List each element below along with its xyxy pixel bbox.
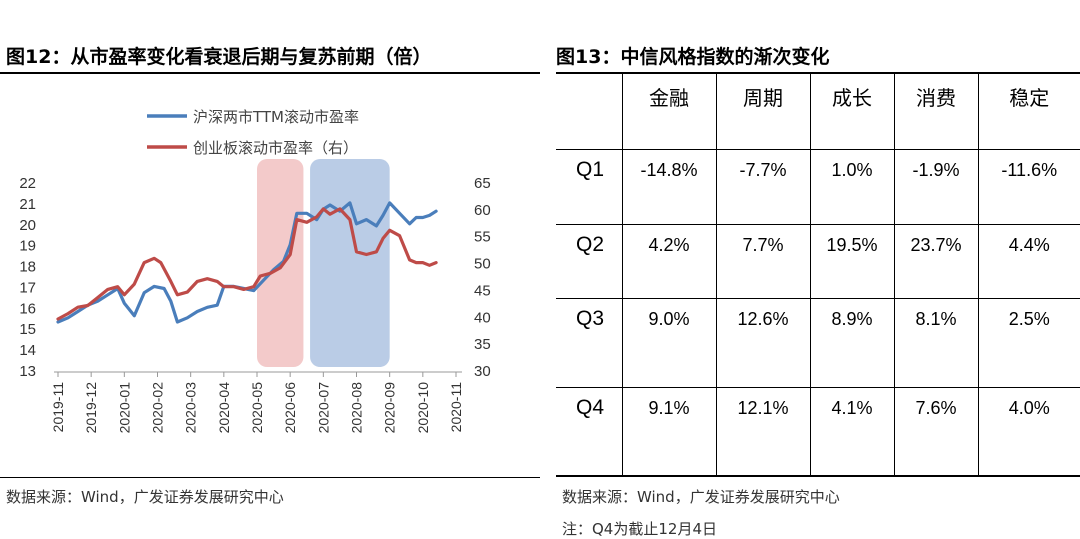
figure13-top-rule <box>556 72 1080 74</box>
table-row: Q1 -14.8% -7.7% 1.0% -1.9% -11.6% <box>556 148 1080 225</box>
table-cell: 19.5% <box>809 223 895 299</box>
col-header-consumption: 消费 <box>893 74 979 150</box>
table-cell: 7.7% <box>715 223 811 299</box>
x-axis-tick-label: 2020-04 <box>216 382 232 434</box>
right-axis-tick-label: 35 <box>474 336 491 353</box>
col-header-cyclical: 周期 <box>715 74 811 150</box>
x-axis-tick-label: 2020-03 <box>183 382 199 434</box>
x-axis-tick-label: 2020-01 <box>116 382 132 434</box>
figure13-bottom-rule <box>556 476 1080 477</box>
right-axis-tick-label: 55 <box>474 229 491 246</box>
table-cell: 9.1% <box>621 386 717 476</box>
row-label: Q3 <box>556 297 623 388</box>
row-label: Q2 <box>556 223 623 299</box>
table-cell: -7.7% <box>715 148 811 225</box>
x-axis-tick-label: 2020-09 <box>382 382 398 434</box>
table-cell: -1.9% <box>893 148 979 225</box>
col-header-growth: 成长 <box>809 74 895 150</box>
legend-label-2: 创业板滚动市盈率（右） <box>193 139 358 157</box>
left-axis-tick-label: 21 <box>19 196 36 213</box>
table-cell: 9.0% <box>621 297 717 388</box>
table-row: Q3 9.0% 12.6% 8.9% 8.1% 2.5% <box>556 297 1080 388</box>
x-axis-tick-label: 2020-11 <box>448 382 464 433</box>
table-cell: 12.6% <box>715 297 811 388</box>
right-axis-tick-label: 60 <box>474 202 491 219</box>
table-cell: 4.4% <box>977 223 1080 299</box>
table-cell: 8.1% <box>893 297 979 388</box>
left-axis-tick-label: 15 <box>19 321 36 338</box>
figure12-top-rule <box>0 72 540 74</box>
table-row: Q2 4.2% 7.7% 19.5% 23.7% 4.4% <box>556 223 1080 299</box>
table-corner-cell <box>556 74 623 150</box>
col-header-finance: 金融 <box>621 74 717 150</box>
x-axis-tick-label: 2020-10 <box>415 382 431 434</box>
figure13-source: 数据来源：Wind，广发证券发展研究中心 <box>562 488 840 506</box>
table-cell: -11.6% <box>977 148 1080 225</box>
left-axis-tick-label: 13 <box>19 363 36 380</box>
right-axis-tick-label: 40 <box>474 309 491 326</box>
figure12-bottom-rule <box>0 477 540 478</box>
table-cell: -14.8% <box>621 148 717 225</box>
row-label: Q1 <box>556 148 623 225</box>
series-line-chinext-pe <box>56 207 438 321</box>
table-cell: 7.6% <box>893 386 979 476</box>
x-axis-tick-label: 2020-07 <box>315 382 331 434</box>
legend-label-1: 沪深两市TTM滚动市盈率 <box>193 108 359 126</box>
left-axis-tick-label: 14 <box>19 342 36 359</box>
shaded-period-2 <box>310 159 390 367</box>
figure12-title: 图12：从市盈率变化看衰退后期与复苏前期（倍） <box>6 46 432 68</box>
pe-ratio-chart: 13 14 15 16 17 18 19 20 21 22 30 35 40 45 50 55 60 65 2019… <box>19 108 491 434</box>
col-header-stable: 稳定 <box>977 74 1080 150</box>
x-axis-tick-label: 2019-12 <box>83 382 99 434</box>
x-axis-tick-label: 2020-06 <box>282 382 298 434</box>
x-axis-tick-label: 2019-11 <box>50 382 66 433</box>
figure12-source: 数据来源：Wind，广发证券发展研究中心 <box>6 488 284 506</box>
right-axis-tick-label: 45 <box>474 282 491 299</box>
table-cell: 4.0% <box>977 386 1080 476</box>
left-axis-tick-label: 18 <box>19 259 36 276</box>
x-axis-tick-label: 2020-02 <box>150 382 166 434</box>
left-axis-tick-label: 16 <box>19 300 36 317</box>
left-axis-tick-label: 20 <box>19 217 36 234</box>
left-axis-tick-label: 17 <box>19 279 36 296</box>
table-cell: 12.1% <box>715 386 811 476</box>
table-cell: 4.2% <box>621 223 717 299</box>
table-header-row: 金融 周期 成长 消费 稳定 <box>556 74 1080 150</box>
table-cell: 8.9% <box>809 297 895 388</box>
table-cell: 1.0% <box>809 148 895 225</box>
table-cell: 4.1% <box>809 386 895 476</box>
x-axis-tick-label: 2020-08 <box>349 382 365 434</box>
row-label: Q4 <box>556 386 623 476</box>
right-axis-tick-label: 30 <box>474 363 491 380</box>
x-axis-tick-label: 2020-05 <box>249 382 265 434</box>
figure13-note: 注：Q4为截止12月4日 <box>562 520 717 538</box>
right-axis-tick-label: 50 <box>474 256 491 273</box>
style-index-table: 金融 周期 成长 消费 稳定 Q1 -14.8% -7.7% 1.0% -1.9… <box>556 74 1080 476</box>
left-axis-tick-label: 19 <box>19 238 36 255</box>
table-cell: 2.5% <box>977 297 1080 388</box>
table-row: Q4 9.1% 12.1% 4.1% 7.6% 4.0% <box>556 386 1080 476</box>
table-cell: 23.7% <box>893 223 979 299</box>
right-axis-tick-label: 65 <box>474 175 491 192</box>
figure13-title: 图13：中信风格指数的渐次变化 <box>556 46 830 68</box>
series-line-shsz-pe <box>56 201 438 324</box>
left-axis-tick-label: 22 <box>19 175 36 192</box>
